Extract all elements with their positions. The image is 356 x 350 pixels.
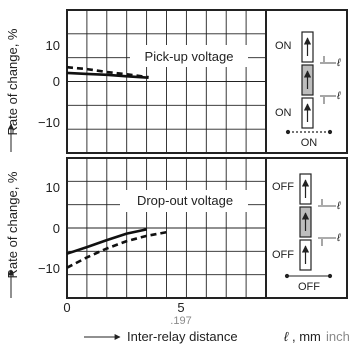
off-ell-1: ℓ (336, 200, 341, 212)
top-ytick-neg10: −10 (38, 115, 60, 130)
bottom-series-dashed (66, 230, 167, 269)
off-dot-left (284, 273, 290, 279)
top-series-dashed (66, 65, 149, 79)
top-series-solid (66, 71, 149, 79)
on-caption: ON (301, 137, 318, 149)
y-axis-label-bottom-text: Rate of change, % (5, 171, 20, 278)
bottom-panel: Drop-out voltage 10 0 −10 (38, 157, 348, 299)
bottom-series-group (66, 228, 167, 269)
bottom-ytick-0: 0 (53, 221, 60, 236)
top-ytick-0: 0 (53, 74, 60, 89)
off-dot-right (327, 273, 333, 279)
bottom-series-solid (66, 228, 147, 255)
off-diagram: OFF ℓ ℓ OFF OFF (272, 173, 341, 293)
x-axis-label-unit: , mm (292, 329, 321, 344)
on-ell-2: ℓ (336, 90, 341, 102)
bottom-panel-grid (67, 158, 266, 298)
on-label-bottom: ON (275, 107, 292, 119)
off-caption: OFF (298, 281, 320, 293)
on-diagram: ON ℓ ℓ ON ON (275, 31, 341, 149)
y-axis-label-top: Rate of change, % (5, 28, 20, 152)
top-panel-grid (67, 10, 266, 153)
bottom-ytick-10: 10 (46, 180, 60, 195)
top-diagram-frame (265, 9, 348, 154)
top-panel: Pick-up voltage 10 0 −10 (38, 9, 348, 154)
off-label-bottom: OFF (272, 249, 294, 261)
xtick-5-inch: .197 (170, 315, 191, 327)
x-axis-label-var: ℓ (284, 329, 289, 344)
xtick-5: 5 (177, 300, 184, 315)
top-title-bg (130, 45, 248, 67)
xtick-0: 0 (63, 300, 70, 315)
y-axis-label-top-text: Rate of change, % (5, 28, 20, 135)
off-label-top: OFF (272, 181, 294, 193)
x-axis-label: Inter-relay distance (127, 329, 238, 344)
top-chart-title: Pick-up voltage (145, 49, 234, 64)
x-axis-label-unit-inch: inch (326, 329, 350, 344)
bottom-ytick-neg10: −10 (38, 261, 60, 276)
on-ell-1: ℓ (336, 57, 341, 69)
y-axis-label-bottom: Rate of change, % (5, 171, 20, 298)
on-dot-left (285, 129, 291, 135)
on-dot-right (327, 129, 333, 135)
top-series-group (66, 65, 149, 79)
on-label-top: ON (275, 40, 292, 52)
top-ytick-10: 10 (46, 38, 60, 53)
off-ell-2: ℓ (336, 232, 341, 244)
bottom-diagram-frame (265, 157, 348, 299)
bottom-title-bg (120, 190, 248, 212)
bottom-chart-title: Drop-out voltage (137, 193, 233, 208)
